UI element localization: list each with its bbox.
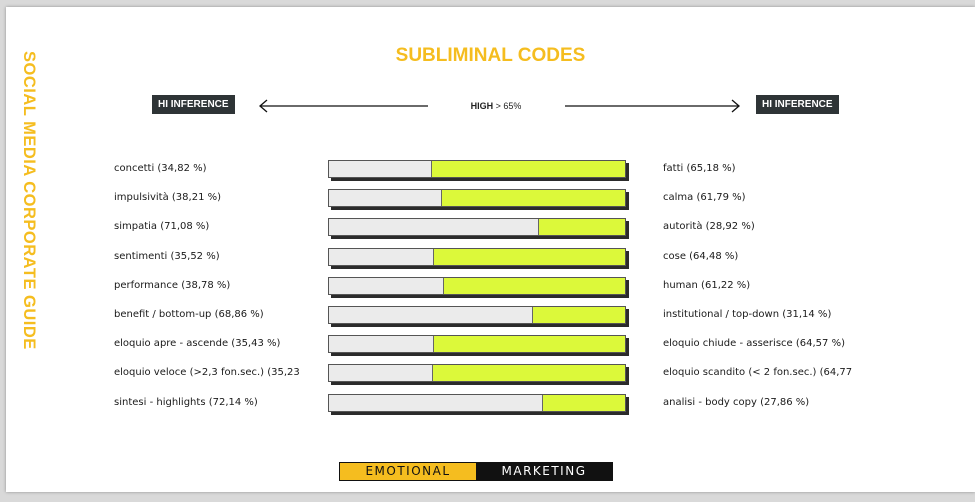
logo-part-marketing: MARKETING: [476, 463, 612, 480]
right-label: cose (64,48 %): [663, 250, 739, 262]
right-label: fatti (65,18 %): [663, 163, 736, 174]
high-threshold-label: HIGH > 65%: [446, 101, 546, 111]
bar: [328, 364, 626, 383]
high-label: HIGH: [470, 101, 494, 111]
bar-left-segment: [329, 307, 533, 323]
high-value: > 65%: [495, 101, 522, 111]
bar-right-segment: [434, 336, 625, 353]
left-inference-tag: HI INFERENCE: [152, 95, 235, 114]
bar: [328, 218, 626, 237]
bar-left-segment: [329, 336, 434, 353]
left-arrow-icon: [259, 99, 428, 113]
left-label: sentimenti (35,52 %): [114, 250, 220, 262]
bar: [328, 247, 626, 266]
left-label: sintesi - highlights (72,14 %): [114, 396, 258, 408]
bar-right-segment: [442, 190, 625, 207]
right-label: eloquio chiude - asserisce (64,57 %): [663, 338, 845, 350]
bar: [328, 335, 626, 354]
bar-left-segment: [329, 248, 434, 265]
right-label: analisi - body copy (27,86 %): [663, 396, 810, 408]
bar-right-segment: [543, 394, 625, 411]
logo-part-emotional: EMOTIONAL: [340, 463, 476, 480]
left-label: eloquio veloce (>2,3 fon.sec.) (35,23: [114, 367, 300, 379]
slide: SOCIAL MEDIA CORPORATE GUIDE SUBLIMINAL …: [6, 7, 975, 492]
bar: [328, 306, 626, 324]
bar-right-segment: [539, 219, 625, 236]
right-label: eloquio scandito (< 2 fon.sec.) (64,77: [663, 367, 853, 379]
right-label: autorità (28,92 %): [663, 221, 755, 233]
side-title: SOCIAL MEDIA CORPORATE GUIDE: [20, 51, 38, 350]
bar: [328, 160, 626, 178]
bar-left-segment: [329, 365, 433, 382]
right-label: calma (61,79 %): [663, 192, 746, 204]
bar-right-segment: [434, 248, 625, 265]
left-label: performance (38,78 %): [114, 279, 231, 291]
bar-right-segment: [444, 277, 625, 294]
right-inference-tag: HI INFERENCE: [756, 95, 839, 114]
bar-left-segment: [329, 277, 444, 294]
bar-right-segment: [433, 365, 625, 382]
left-label: impulsività (38,21 %): [114, 192, 222, 204]
bar-left-segment: [329, 394, 543, 411]
bar-left-segment: [329, 190, 442, 207]
bar-right-segment: [533, 307, 625, 323]
chart-title: SUBLIMINAL CODES: [395, 45, 586, 66]
bar: [328, 393, 626, 412]
bar-left-segment: [329, 219, 539, 236]
emotional-marketing-logo: EMOTIONAL MARKETING: [339, 462, 613, 481]
right-arrow-icon: [565, 99, 740, 113]
left-label: eloquio apre - ascende (35,43 %): [114, 338, 281, 350]
bar-left-segment: [329, 161, 432, 177]
right-label: human (61,22 %): [663, 279, 751, 291]
right-label: institutional / top-down (31,14 %): [663, 309, 832, 320]
left-label: concetti (34,82 %): [114, 163, 207, 174]
left-label: simpatia (71,08 %): [114, 221, 210, 233]
bar: [328, 276, 626, 295]
left-label: benefit / bottom-up (68,86 %): [114, 309, 264, 320]
bar-right-segment: [432, 161, 625, 177]
bar: [328, 189, 626, 208]
